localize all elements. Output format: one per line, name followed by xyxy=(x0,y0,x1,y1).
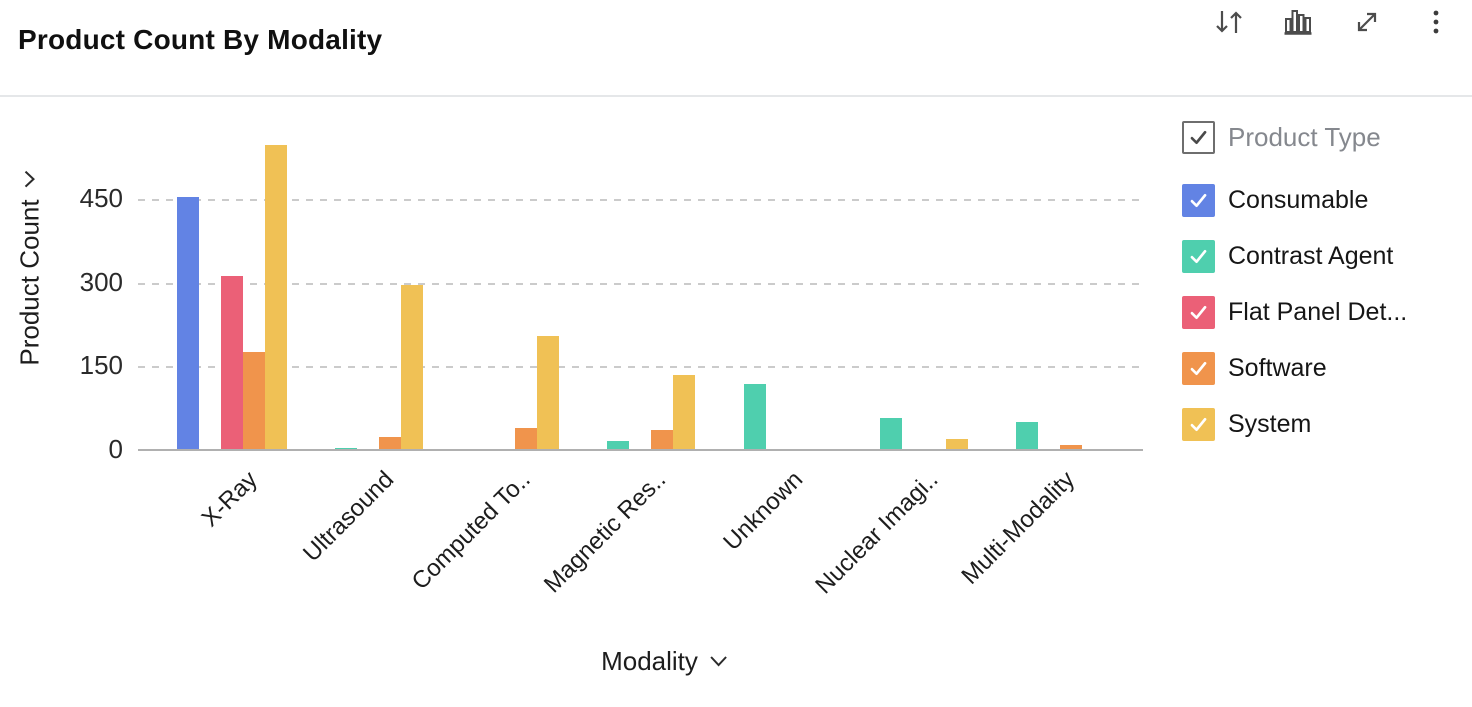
bar[interactable] xyxy=(221,276,244,450)
bar-group-nuclear-imagi xyxy=(845,119,981,450)
legend-item-software[interactable]: Software xyxy=(1182,352,1327,385)
x-tick-label: Nuclear Imagi.. xyxy=(810,466,944,600)
bar-group-ultrasound xyxy=(300,119,436,450)
bar-row xyxy=(164,119,1117,450)
x-axis-title[interactable]: Modality xyxy=(601,646,727,677)
bar-group-magnetic-res xyxy=(572,119,708,450)
legend-label: Software xyxy=(1228,354,1327,382)
bar[interactable] xyxy=(401,285,424,450)
legend-label: Flat Panel Det... xyxy=(1228,298,1408,326)
legend-label: Consumable xyxy=(1228,186,1369,214)
legend-checkbox[interactable] xyxy=(1182,408,1215,441)
sort-icon[interactable] xyxy=(1211,4,1247,40)
bar[interactable] xyxy=(879,418,902,450)
more-menu-icon[interactable] xyxy=(1418,4,1454,40)
x-tick-label: Multi-Modality xyxy=(956,466,1081,590)
bar[interactable] xyxy=(1059,445,1082,450)
x-tick-label: Magnetic Res.. xyxy=(539,466,672,599)
bar[interactable] xyxy=(673,375,696,450)
y-tick-label: 150 xyxy=(79,350,123,381)
y-axis-title[interactable]: Product Count xyxy=(15,170,46,366)
expand-icon[interactable] xyxy=(1349,4,1385,40)
legend-checkbox[interactable] xyxy=(1182,352,1215,385)
gridline xyxy=(138,282,1143,285)
bar[interactable] xyxy=(1015,422,1038,450)
header-divider xyxy=(0,95,1472,97)
plot-area xyxy=(138,118,1143,451)
bar[interactable] xyxy=(607,441,630,450)
chart-type-icon[interactable] xyxy=(1280,4,1316,40)
y-tick-label: 450 xyxy=(79,182,123,213)
legend-item-system[interactable]: System xyxy=(1182,408,1311,441)
gridline xyxy=(138,366,1143,369)
bar[interactable] xyxy=(537,336,560,450)
bar[interactable] xyxy=(177,197,200,450)
header-toolbar xyxy=(1211,4,1454,40)
bar[interactable] xyxy=(515,428,538,450)
bar[interactable] xyxy=(743,384,766,450)
y-tick-label: 300 xyxy=(79,266,123,297)
x-tick-label: Computed To.. xyxy=(406,466,536,596)
bar-group-unknown xyxy=(709,119,845,450)
bar[interactable] xyxy=(265,145,288,450)
legend-checkbox[interactable] xyxy=(1182,121,1215,154)
x-axis-title-label: Modality xyxy=(601,646,698,676)
y-tick-label: 0 xyxy=(108,434,123,464)
chevron-down-icon xyxy=(710,656,727,667)
bar-group-multi-modality xyxy=(981,119,1117,450)
bar[interactable] xyxy=(379,437,402,450)
legend-item-contrast-agent[interactable]: Contrast Agent xyxy=(1182,240,1393,273)
x-tick-label: Unknown xyxy=(717,466,808,556)
legend-item-consumable[interactable]: Consumable xyxy=(1182,184,1368,217)
bar[interactable] xyxy=(651,430,674,450)
bar[interactable] xyxy=(945,439,968,450)
legend-checkbox[interactable] xyxy=(1182,184,1215,217)
bar[interactable] xyxy=(243,352,266,450)
legend-item-flat-panel-det[interactable]: Flat Panel Det... xyxy=(1182,296,1407,329)
legend-header-row[interactable]: Product Type xyxy=(1182,121,1381,154)
bar-group-x-ray xyxy=(164,119,300,450)
y-axis-ticks: 450 300 150 0 xyxy=(0,118,123,464)
chevron-down-icon xyxy=(24,170,36,188)
gridline xyxy=(138,198,1143,201)
legend-checkbox[interactable] xyxy=(1182,240,1215,273)
x-axis-line xyxy=(138,449,1143,451)
legend-label: Contrast Agent xyxy=(1228,242,1394,270)
x-tick-label: X-Ray xyxy=(196,466,264,533)
x-tick-label: Ultrasound xyxy=(298,466,400,568)
bar-group-computed-to xyxy=(436,119,572,450)
legend-label: Product Type xyxy=(1228,122,1381,152)
page-title: Product Count By Modality xyxy=(18,24,383,55)
legend-checkbox[interactable] xyxy=(1182,296,1215,329)
legend-label: System xyxy=(1228,410,1312,438)
